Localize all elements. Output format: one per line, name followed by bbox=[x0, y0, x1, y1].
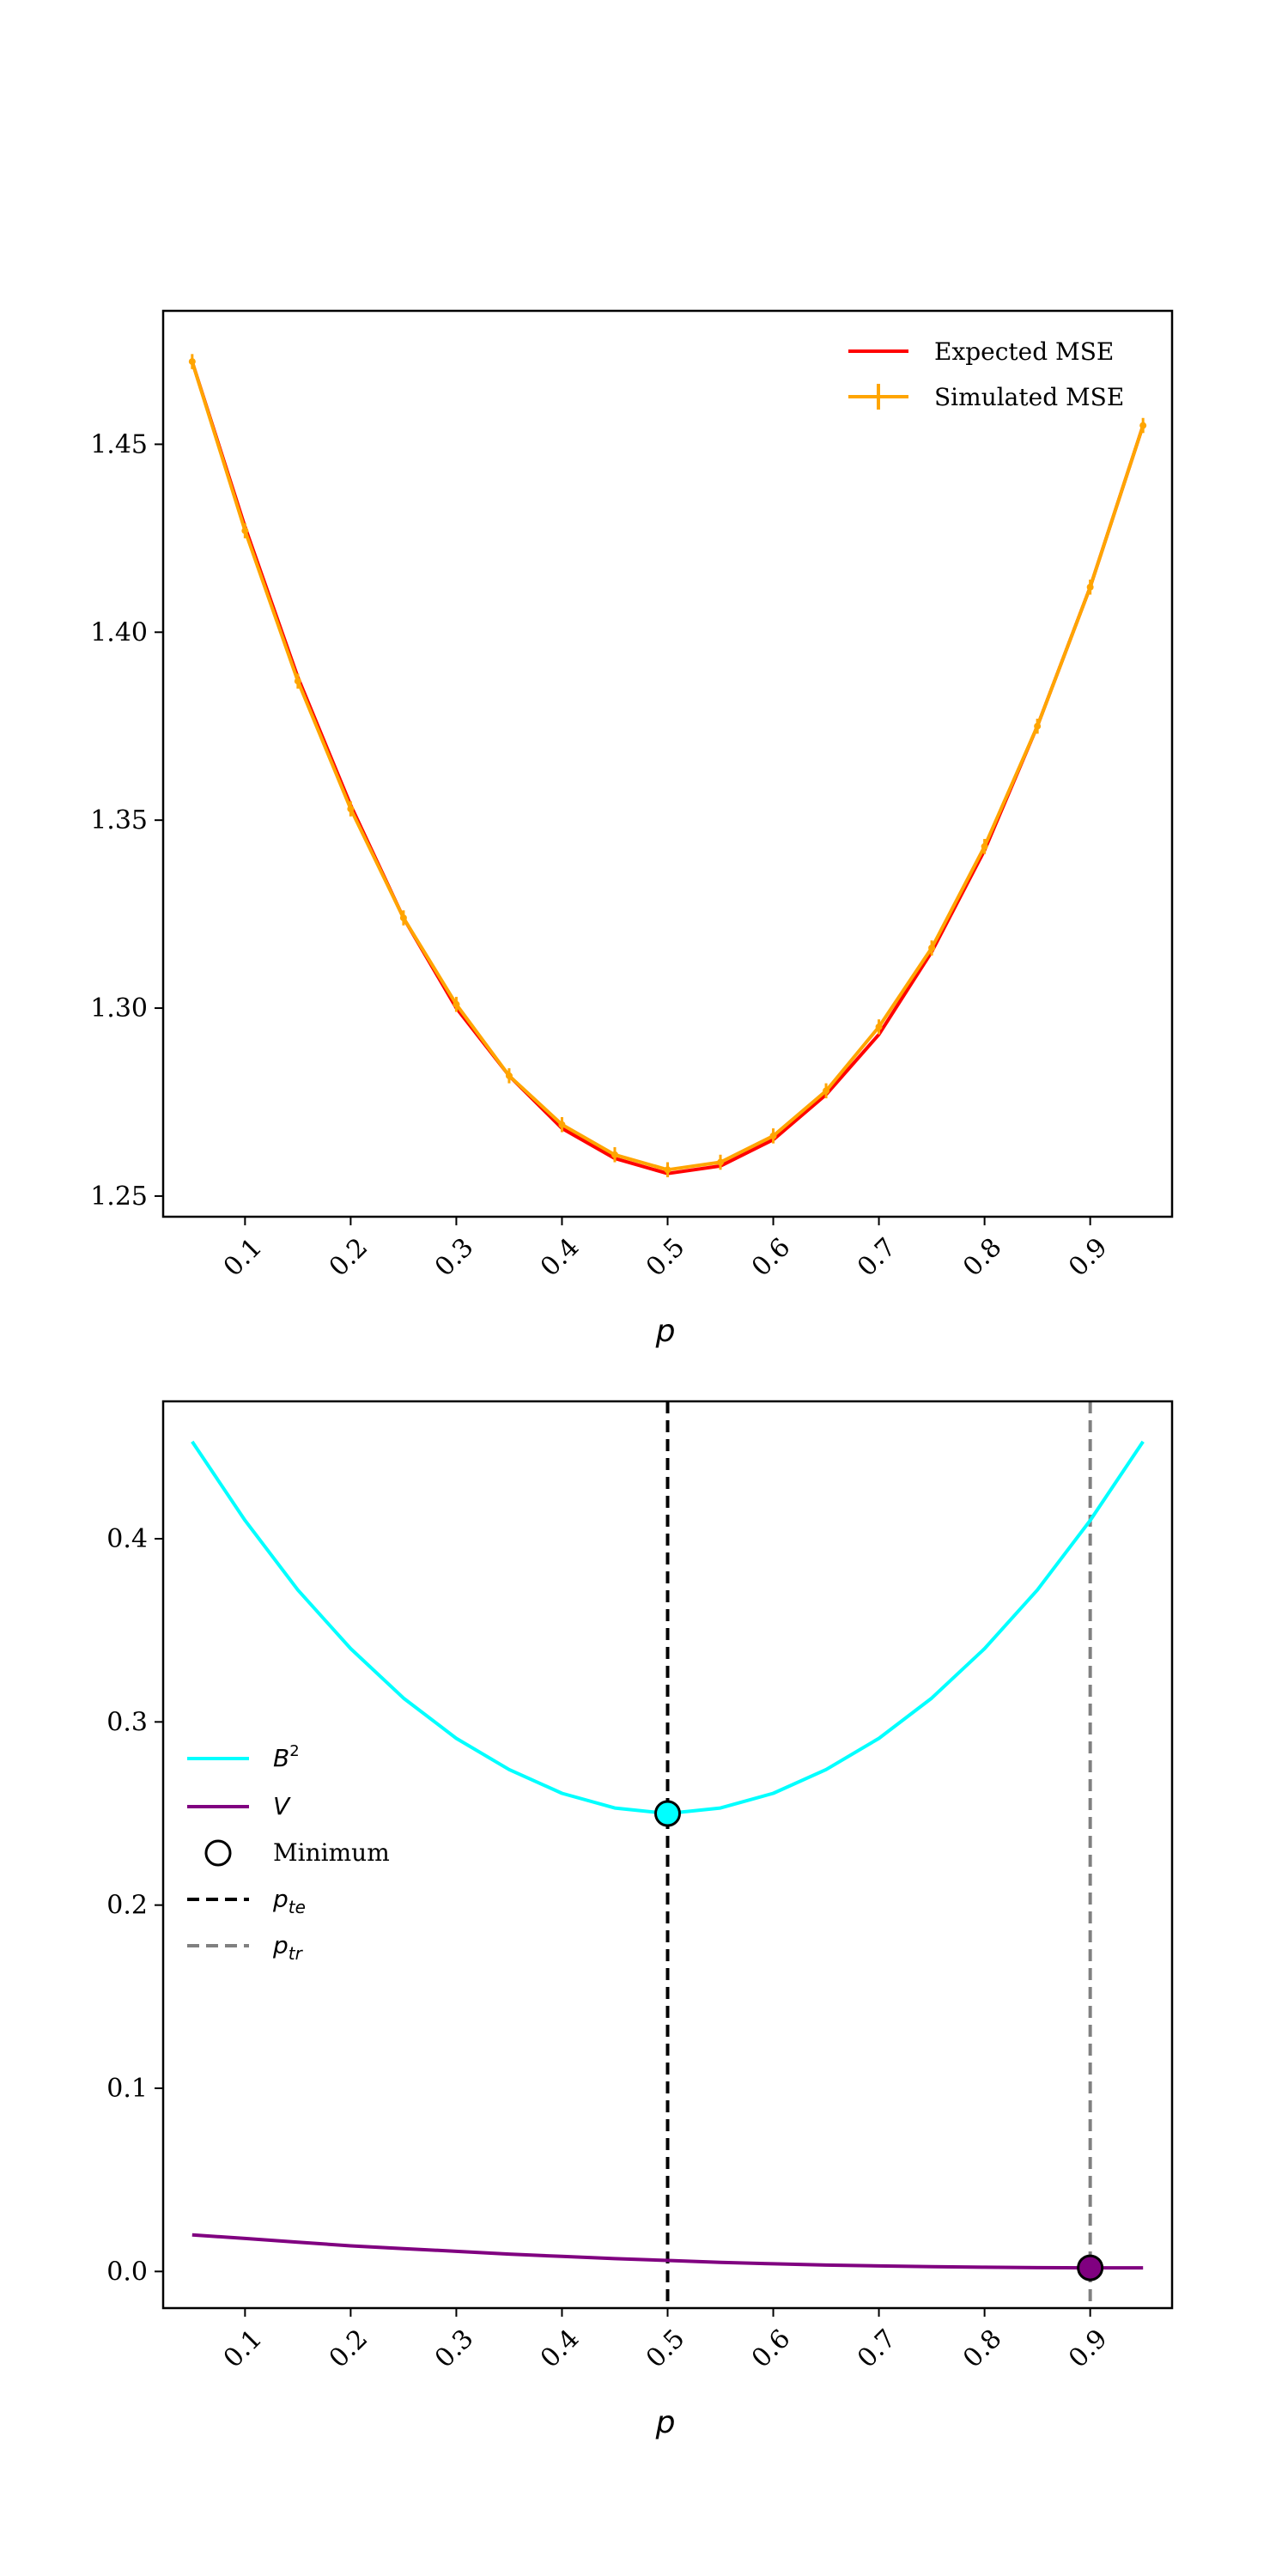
top-point-simulated-mse-2 bbox=[294, 677, 301, 685]
bottom-x-tick-label-5: 0.6 bbox=[746, 2324, 796, 2373]
bottom-x-tick-label-8: 0.9 bbox=[1063, 2324, 1113, 2373]
top-y-ticks: 1.25 1.30 1.35 1.40 1.45 bbox=[90, 429, 163, 1212]
bottom-x-tick-label-2: 0.3 bbox=[429, 2324, 479, 2373]
top-point-simulated-mse-17 bbox=[1086, 583, 1094, 591]
top-series-layer bbox=[188, 354, 1147, 1178]
top-x-axis-label: p bbox=[655, 1314, 676, 1349]
top-point-simulated-mse-6 bbox=[505, 1072, 513, 1079]
top-point-simulated-mse-15 bbox=[981, 842, 988, 850]
top-x-tick-label-5: 0.6 bbox=[746, 1232, 796, 1282]
top-x-ticks: 0.1 0.2 0.3 0.4 0.5 0.6 0.7 0.8 0.9 bbox=[218, 1217, 1114, 1283]
top-point-simulated-mse-18 bbox=[1139, 422, 1147, 429]
top-point-simulated-mse-4 bbox=[399, 914, 407, 921]
top-chart: 0.1 0.2 0.3 0.4 0.5 0.6 0.7 0.8 0.9 1.25 1.30 1.35… bbox=[90, 309, 1174, 1349]
top-point-simulated-mse-14 bbox=[928, 945, 936, 952]
top-y-tick-label-1: 1.30 bbox=[90, 993, 148, 1024]
bottom-y-tick-label-1: 0.1 bbox=[106, 2074, 148, 2104]
bottom-minimum-marker-0 bbox=[654, 1800, 681, 1827]
top-point-simulated-mse-8 bbox=[611, 1151, 618, 1158]
top-point-simulated-mse-5 bbox=[453, 1000, 460, 1008]
top-y-tick-label-2: 1.35 bbox=[90, 805, 148, 835]
bottom-x-tick-label-3: 0.4 bbox=[535, 2324, 585, 2373]
top-x-tick-label-6: 0.7 bbox=[852, 1232, 902, 1282]
bottom-y-tick-label-0: 0.0 bbox=[106, 2257, 148, 2287]
legend-label-p-te-sub: te bbox=[289, 1897, 306, 1917]
bottom-y-ticks: 0.0 0.1 0.2 0.3 0.4 bbox=[106, 1524, 163, 2287]
legend-label-p-te: pte bbox=[272, 1885, 306, 1917]
top-x-tick-label-7: 0.8 bbox=[957, 1232, 1007, 1282]
bottom-y-tick-label-4: 0.4 bbox=[106, 1524, 148, 1554]
bottom-x-tick-label-4: 0.5 bbox=[641, 2324, 690, 2373]
top-point-simulated-mse-16 bbox=[1034, 722, 1042, 730]
top-y-tick-label-4: 1.45 bbox=[90, 429, 148, 459]
top-point-simulated-mse-9 bbox=[664, 1166, 671, 1174]
top-point-simulated-mse-13 bbox=[875, 1023, 883, 1030]
top-point-simulated-mse-12 bbox=[823, 1087, 830, 1095]
top-point-simulated-mse-1 bbox=[241, 527, 249, 535]
bottom-y-tick-label-3: 0.3 bbox=[106, 1707, 148, 1737]
bottom-y-tick-label-2: 0.2 bbox=[106, 1891, 148, 1921]
legend-label-p-tr-base: p bbox=[272, 1931, 289, 1959]
legend-label-variance: V bbox=[273, 1792, 291, 1820]
bottom-x-tick-label-6: 0.7 bbox=[852, 2324, 902, 2373]
bottom-chart: 0.1 0.2 0.3 0.4 0.5 0.6 0.7 0.8 0.9 0.0 0.1 0.2 0.3… bbox=[106, 1400, 1174, 2440]
legend-label-p-tr: ptr bbox=[272, 1931, 304, 1964]
bottom-series-line-v bbox=[191, 2233, 1144, 2270]
bottom-x-ticks: 0.1 0.2 0.3 0.4 0.5 0.6 0.7 0.8 0.9 bbox=[218, 2308, 1114, 2374]
legend-label-bias-base: B bbox=[273, 1744, 289, 1772]
top-x-tick-label-2: 0.3 bbox=[429, 1232, 479, 1282]
legend-label-bias-sup: 2 bbox=[289, 1742, 299, 1760]
bottom-x-tick-label-1: 0.2 bbox=[324, 2324, 374, 2373]
top-point-simulated-mse-7 bbox=[558, 1121, 566, 1128]
top-legend: Expected MSE Simulated MSE bbox=[848, 337, 1124, 411]
bottom-x-tick-label-7: 0.8 bbox=[957, 2324, 1007, 2373]
top-x-tick-label-0: 0.1 bbox=[218, 1232, 268, 1282]
top-x-tick-label-8: 0.9 bbox=[1063, 1232, 1113, 1282]
bottom-x-tick-label-0: 0.1 bbox=[218, 2324, 268, 2373]
legend-marker-minimum bbox=[204, 1839, 232, 1867]
legend-label-p-te-base: p bbox=[272, 1885, 289, 1913]
top-y-tick-label-3: 1.40 bbox=[90, 617, 148, 647]
legend-label-p-tr-sub: tr bbox=[289, 1943, 304, 1964]
top-point-simulated-mse-10 bbox=[717, 1158, 725, 1166]
bottom-series-layer bbox=[191, 1401, 1145, 2308]
legend-label-expected-mse: Expected MSE bbox=[934, 337, 1114, 366]
top-point-simulated-mse-11 bbox=[769, 1132, 777, 1139]
legend-label-simulated-mse: Simulated MSE bbox=[934, 383, 1124, 411]
legend-label-bias: B2 bbox=[273, 1742, 300, 1772]
bottom-legend: B2 V Minimum pte ptr bbox=[187, 1742, 390, 1964]
top-point-simulated-mse-0 bbox=[188, 358, 196, 366]
legend-label-minimum: Minimum bbox=[273, 1838, 390, 1867]
top-x-tick-label-3: 0.4 bbox=[535, 1232, 585, 1282]
top-point-simulated-mse-3 bbox=[347, 805, 355, 813]
bottom-x-axis-label: p bbox=[655, 2405, 676, 2440]
bottom-minimum-marker-1 bbox=[1077, 2254, 1104, 2281]
top-x-tick-label-1: 0.2 bbox=[324, 1232, 374, 1282]
top-y-tick-label-0: 1.25 bbox=[90, 1182, 148, 1212]
top-x-tick-label-4: 0.5 bbox=[641, 1232, 690, 1282]
